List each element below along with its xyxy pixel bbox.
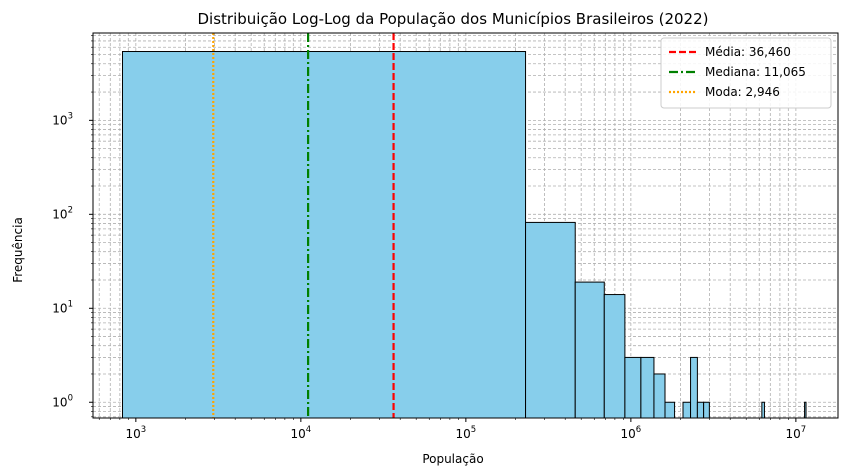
- y-tick-label: 103: [52, 111, 73, 127]
- x-axis-label: População: [422, 452, 483, 466]
- x-tick-label: 107: [786, 425, 807, 441]
- x-tick-label: 106: [621, 425, 642, 441]
- histogram-bar: [121, 51, 527, 419]
- x-tick-label: 103: [125, 425, 146, 441]
- histogram-bar: [525, 221, 576, 419]
- histogram-bar: [703, 401, 710, 419]
- y-tick-label: 101: [52, 299, 73, 315]
- x-tick-label: 104: [290, 425, 311, 441]
- y-axis-ticks: 100 101 102 103: [52, 35, 93, 418]
- histogram-bar: [696, 401, 705, 419]
- histogram-bar: [690, 356, 698, 419]
- histogram-bar: [682, 401, 692, 419]
- histogram-bar: [761, 401, 765, 419]
- y-tick-label: 102: [52, 205, 73, 221]
- reference-lines: [212, 33, 395, 418]
- histogram-bar: [624, 356, 642, 419]
- histogram-bar: [653, 373, 666, 419]
- x-axis-ticks: 103 104 105 106 107: [98, 418, 807, 441]
- legend-label: Média: 36,460: [705, 45, 791, 59]
- histogram-bar: [640, 356, 655, 419]
- y-axis-label: Frequência: [11, 217, 25, 283]
- histogram-bars: [121, 51, 807, 419]
- legend-label: Moda: 2,946: [705, 85, 780, 99]
- histogram-bar: [664, 401, 676, 419]
- y-tick-label: 100: [52, 393, 73, 409]
- histogram-bar: [804, 401, 807, 419]
- histogram-bar: [574, 281, 605, 419]
- legend-label: Mediana: 11,065: [705, 65, 806, 79]
- legend-box: [660, 37, 832, 109]
- chart-title: Distribuição Log-Log da População dos Mu…: [198, 10, 709, 28]
- histogram-bar: [603, 294, 626, 419]
- x-tick-label: 105: [456, 425, 477, 441]
- legend: Média: 36,460 Mediana: 11,065 Moda: 2,946: [660, 37, 832, 109]
